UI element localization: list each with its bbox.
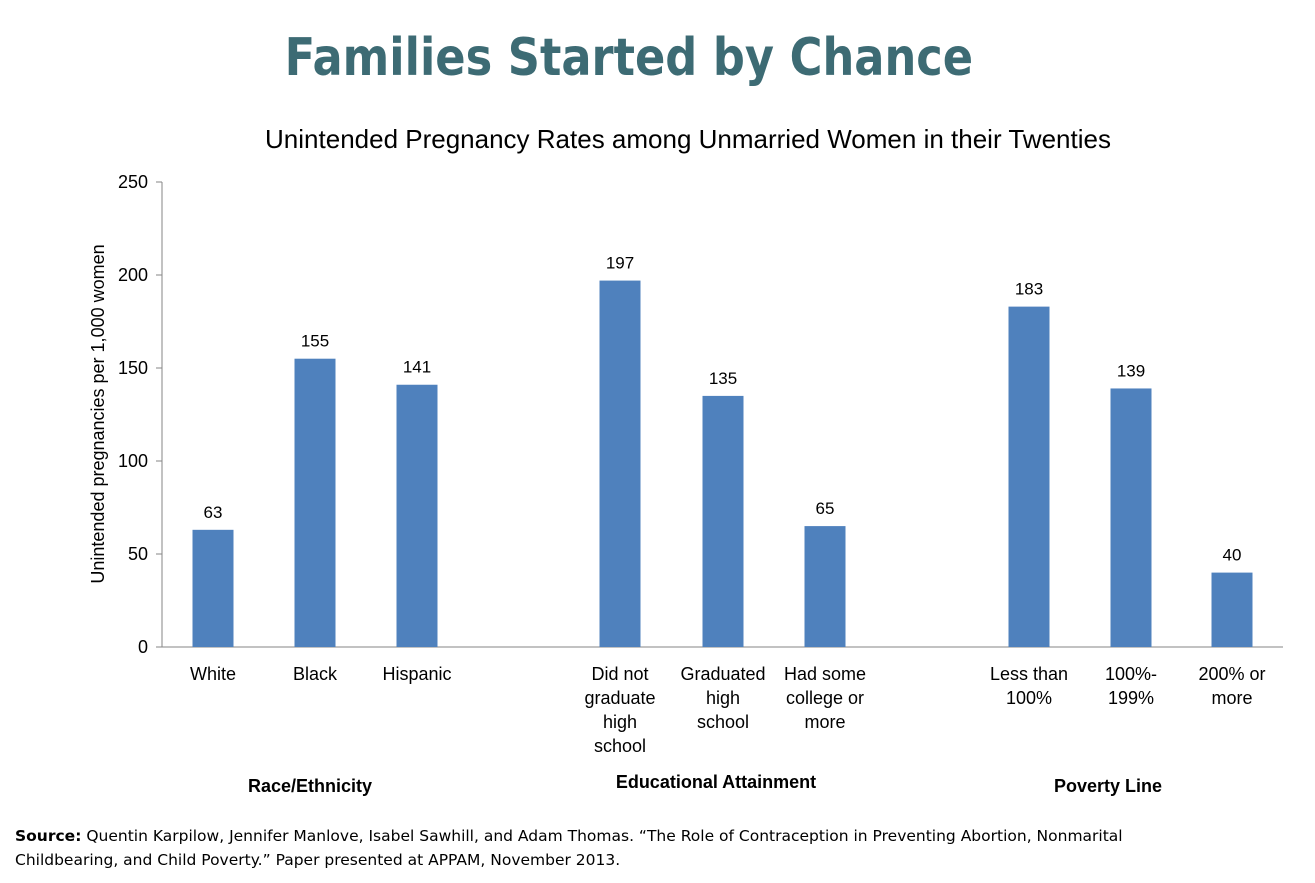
x-tick-label: Black bbox=[293, 664, 338, 684]
y-tick-label: 200 bbox=[118, 265, 148, 285]
group-label: Race/Ethnicity bbox=[248, 776, 372, 796]
y-tick-label: 250 bbox=[118, 172, 148, 192]
x-tick-label-line: 100% bbox=[1006, 688, 1052, 708]
group-label: Educational Attainment bbox=[616, 772, 816, 792]
bar-value-label: 141 bbox=[403, 358, 431, 377]
bar-value-label: 65 bbox=[816, 499, 835, 518]
x-tick-label-line: college or bbox=[786, 688, 864, 708]
bar bbox=[599, 280, 641, 647]
x-tick-label-line: more bbox=[804, 712, 845, 732]
bar-value-label: 183 bbox=[1015, 280, 1043, 299]
chart-axes: 0 50 100 150 200 250 Unintended pregnancies pe… bbox=[88, 172, 1283, 657]
y-tick-label: 50 bbox=[128, 544, 148, 564]
source-text: Quentin Karpilow, Jennifer Manlove, Isab… bbox=[15, 827, 1123, 869]
x-tick-label-line: Had some bbox=[784, 664, 866, 684]
y-tick-label: 150 bbox=[118, 358, 148, 378]
bar-value-label: 155 bbox=[301, 332, 329, 351]
bar bbox=[1211, 572, 1253, 647]
x-tick-label-line: more bbox=[1211, 688, 1252, 708]
bar-value-label: 197 bbox=[606, 254, 634, 273]
bar-value-label: 135 bbox=[709, 369, 737, 388]
x-tick-label: Did not graduate high school bbox=[584, 664, 655, 756]
x-tick-label: Hispanic bbox=[382, 664, 451, 684]
bar-value-label: 40 bbox=[1223, 546, 1242, 565]
chart-bars bbox=[192, 280, 1253, 647]
source-label: Source: bbox=[15, 827, 82, 845]
x-tick-label: 200% or more bbox=[1198, 664, 1265, 708]
y-tick-label: 0 bbox=[138, 637, 148, 657]
bar bbox=[804, 526, 846, 647]
group-label: Poverty Line bbox=[1054, 776, 1162, 796]
bar bbox=[1110, 388, 1152, 647]
y-axis-label: Unintended pregnancies per 1,000 women bbox=[88, 244, 108, 583]
x-tick-label-line: 200% or bbox=[1198, 664, 1265, 684]
x-tick-label-line: school bbox=[594, 736, 646, 756]
x-tick-label-line: school bbox=[697, 712, 749, 732]
x-tick-label-line: 100%- bbox=[1105, 664, 1157, 684]
y-tick-label: 100 bbox=[118, 451, 148, 471]
x-tick-label-line: high bbox=[706, 688, 740, 708]
chart-labels: 63 White 155 Black 141 Hispanic 197 Did not grad… bbox=[190, 254, 1266, 796]
x-tick-label: Less than 100% bbox=[990, 664, 1068, 708]
x-tick-label: White bbox=[190, 664, 236, 684]
chart-title: Unintended Pregnancy Rates among Unmarri… bbox=[265, 124, 1111, 154]
x-tick-label-line: Hispanic bbox=[382, 664, 451, 684]
x-tick-label-line: White bbox=[190, 664, 236, 684]
bar bbox=[702, 395, 744, 647]
x-tick-label-line: Graduated bbox=[680, 664, 765, 684]
x-tick-label: Had some college or more bbox=[784, 664, 866, 732]
bar bbox=[1008, 306, 1050, 647]
bar bbox=[192, 529, 234, 647]
x-tick-label: Graduated high school bbox=[680, 664, 765, 732]
x-tick-label-line: Black bbox=[293, 664, 338, 684]
x-tick-label-line: Did not bbox=[591, 664, 648, 684]
bar-value-label: 139 bbox=[1117, 361, 1145, 380]
source-note: Source: Quentin Karpilow, Jennifer Manlo… bbox=[15, 824, 1215, 872]
bar bbox=[396, 384, 438, 647]
bar bbox=[294, 358, 336, 647]
x-tick-label-line: 199% bbox=[1108, 688, 1154, 708]
x-tick-label: 100%- 199% bbox=[1105, 664, 1157, 708]
x-tick-label-line: high bbox=[603, 712, 637, 732]
x-tick-label-line: graduate bbox=[584, 688, 655, 708]
x-tick-label-line: Less than bbox=[990, 664, 1068, 684]
page-title: Families Started by Chance bbox=[284, 28, 974, 88]
bar-chart: 0 50 100 150 200 250 Unintended pregnancies pe… bbox=[88, 172, 1283, 796]
bar-value-label: 63 bbox=[204, 503, 223, 522]
